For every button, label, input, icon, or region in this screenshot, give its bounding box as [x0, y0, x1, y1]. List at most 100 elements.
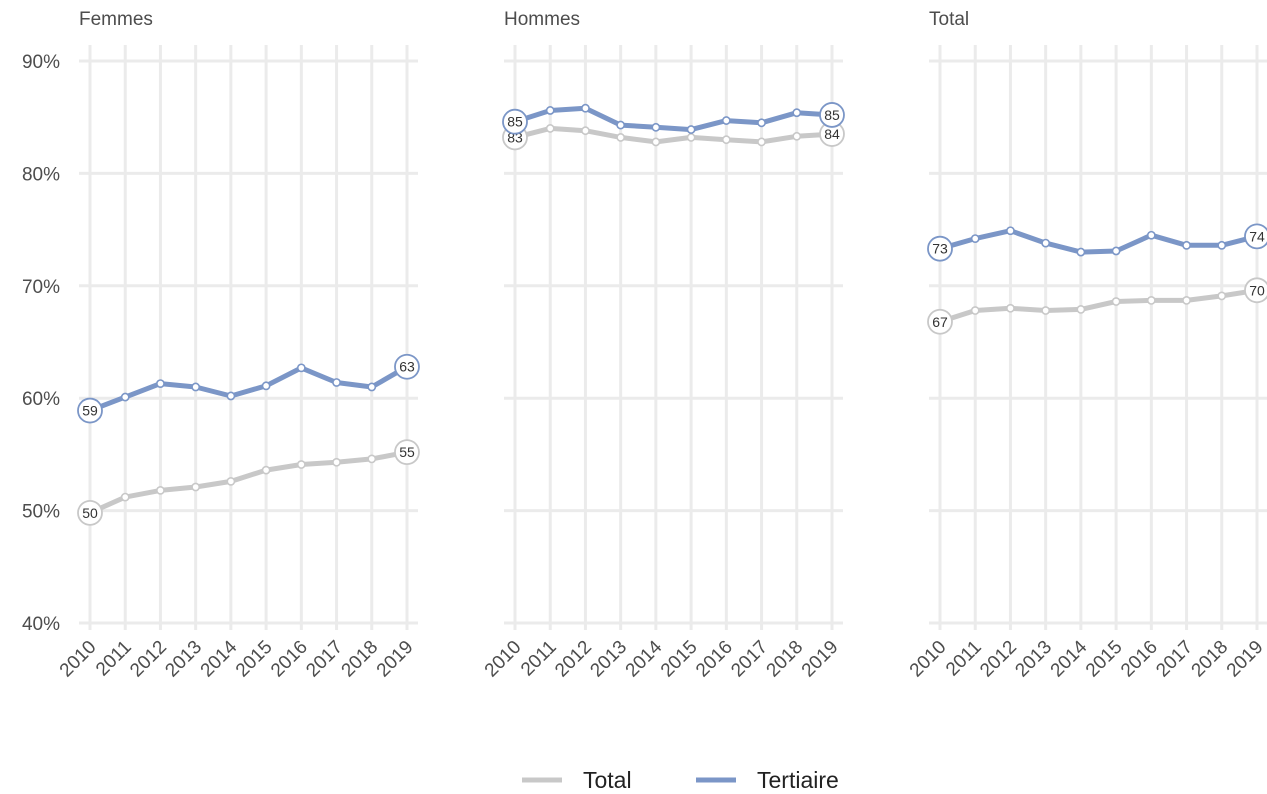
- data-label-marker: [394, 439, 420, 466]
- data-label-marker: [819, 102, 845, 128]
- data-point: [332, 457, 341, 467]
- x-tick-label: 2010: [56, 637, 101, 682]
- grid-layer: [79, 45, 1267, 630]
- data-point: [616, 120, 626, 130]
- data-label: 85: [507, 114, 523, 130]
- x-tick-label: 2018: [763, 637, 808, 682]
- x-tick-label: 2011: [942, 637, 986, 681]
- data-label: 73: [932, 241, 948, 257]
- data-label-marker: [927, 235, 953, 262]
- x-tick-label: 2019: [373, 637, 418, 682]
- series-line-tertiaire: [937, 228, 1260, 255]
- data-point: [120, 392, 130, 402]
- data-point: [367, 454, 377, 464]
- panel-title-hommes: Hommes: [504, 9, 580, 30]
- data-point: [261, 465, 271, 475]
- y-tick-label: 50%: [22, 502, 60, 523]
- data-label-marker: [1244, 277, 1267, 304]
- y-tick-label: 90%: [22, 52, 60, 73]
- data-point: [545, 124, 555, 133]
- data-point: [191, 482, 201, 492]
- x-tick-label: 2015: [657, 637, 702, 682]
- data-label: 50: [82, 505, 98, 521]
- series-line-tertiaire: [512, 105, 835, 133]
- x-tick-label: 2014: [197, 636, 242, 681]
- x-tick-label: 2018: [338, 637, 383, 682]
- x-tick-label: 2016: [692, 637, 737, 682]
- x-tick-label: 2011: [517, 637, 561, 681]
- x-tick-label: 2013: [1011, 637, 1056, 682]
- x-tick-label: 2018: [1188, 637, 1233, 682]
- data-point: [367, 382, 377, 392]
- x-tick-label: 2013: [161, 637, 206, 682]
- data-point: [616, 133, 626, 142]
- panel-title-femmes: Femmes: [79, 9, 153, 30]
- data-point: [581, 126, 590, 136]
- x-tick-label: 2015: [1082, 637, 1127, 682]
- x-tick-label: 2016: [1117, 637, 1162, 682]
- x-tick-label: 2014: [1047, 636, 1092, 681]
- data-point: [1182, 240, 1191, 250]
- data-point: [970, 306, 980, 315]
- data-label: 85: [824, 107, 840, 123]
- data-point: [757, 118, 766, 128]
- data-label-marker: [502, 108, 528, 135]
- x-tick-label: 2014: [622, 636, 667, 681]
- data-point: [226, 391, 236, 401]
- data-label-marker: [77, 397, 103, 424]
- data-point: [545, 106, 555, 115]
- x-tick-label: 2019: [1223, 637, 1267, 682]
- data-label-marker: [77, 499, 103, 526]
- data-point: [1111, 297, 1121, 306]
- x-tick-label: 2013: [586, 637, 631, 682]
- data-point: [261, 381, 271, 391]
- series-line-total: [937, 287, 1260, 325]
- x-tick-label: 2017: [302, 637, 347, 682]
- data-point: [1217, 291, 1227, 301]
- x-tick-label: 2012: [976, 637, 1021, 682]
- data-point: [226, 476, 236, 486]
- data-point: [686, 133, 696, 142]
- data-point: [581, 103, 590, 113]
- data-point: [1006, 226, 1015, 236]
- data-point: [1146, 296, 1156, 305]
- data-label: 70: [1249, 282, 1265, 298]
- data-label: 67: [932, 314, 948, 330]
- data-point: [1041, 238, 1051, 248]
- data-point: [1076, 247, 1086, 257]
- series-line-total: [87, 449, 410, 516]
- y-tick-label: 60%: [22, 389, 60, 410]
- data-point: [156, 485, 165, 495]
- data-point: [1111, 246, 1121, 256]
- data-label: 59: [82, 403, 98, 419]
- data-point: [1182, 296, 1191, 305]
- data-point: [1217, 240, 1227, 250]
- x-tick-label: 2011: [92, 637, 136, 681]
- x-tick-label: 2012: [126, 637, 171, 682]
- y-tick-label: 80%: [22, 164, 60, 185]
- data-label: 63: [399, 359, 415, 375]
- data-label-marker: [1244, 223, 1267, 250]
- x-tick-label: 2019: [798, 637, 843, 682]
- data-point: [1146, 230, 1156, 240]
- x-tick-label: 2015: [232, 637, 277, 682]
- data-point: [686, 125, 696, 134]
- data-point: [332, 378, 341, 387]
- y-tick-label: 70%: [22, 277, 60, 298]
- series-line-total: [512, 125, 835, 145]
- data-label: 84: [824, 126, 840, 142]
- series-layer: [87, 103, 1260, 516]
- x-tick-label: 2012: [551, 637, 596, 682]
- data-point: [1006, 303, 1015, 313]
- data-point: [120, 492, 130, 502]
- data-point: [296, 460, 306, 469]
- x-tick-label: 2017: [1152, 637, 1197, 682]
- x-tick-label: 2010: [906, 637, 951, 682]
- series-line-tertiaire: [87, 364, 410, 414]
- data-point: [651, 137, 661, 147]
- data-point: [721, 135, 731, 145]
- x-tick-label: 2017: [727, 637, 772, 682]
- x-tick-label: 2010: [481, 637, 526, 682]
